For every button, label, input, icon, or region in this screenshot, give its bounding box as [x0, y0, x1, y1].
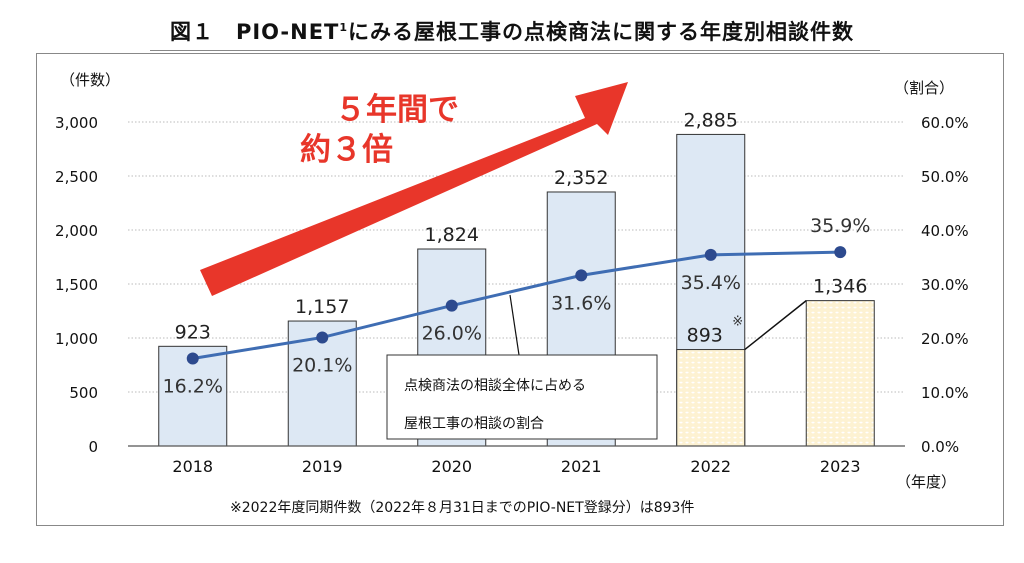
data-labels: 923 1,157 1,824 2,352 2,885 1,346 893 ※ 16.2% 20.… [163, 109, 871, 397]
ratio-value-label: 31.6% [551, 292, 611, 314]
chart-frame [36, 53, 1004, 526]
bar [805, 300, 875, 447]
ratio-marker [445, 299, 458, 312]
bar-value-label: 1,346 [813, 276, 867, 298]
chart-title: 図１ PIO-NET1にみる屋根工事の点検商法に関する年度別相談件数 [0, 16, 1024, 46]
bar-value-label: 2,885 [684, 109, 738, 131]
x-tick-label: 2019 [302, 457, 343, 476]
y-tick-label: 500 [69, 384, 98, 402]
x-tick-label: 2018 [172, 457, 213, 476]
ratio-marker [834, 246, 847, 259]
ratio-value-label: 16.2% [163, 376, 223, 398]
y2-tick-label: 50.0% [921, 168, 969, 186]
ratio-value-label: 26.0% [422, 323, 482, 345]
title-suffix: にみる屋根工事の点検商法に関する年度別相談件数 [348, 20, 855, 44]
annotation-line2: 約３倍 [300, 132, 393, 168]
ratio-marker [704, 248, 717, 261]
annotation-line1: ５年間で [335, 92, 459, 128]
connector-lines [744, 300, 807, 351]
partial-note-mark: ※ [732, 315, 743, 330]
bar-value-label: 923 [175, 321, 211, 343]
ratio-line-path [192, 250, 841, 361]
bar-partial [676, 349, 746, 447]
title-prefix: 図１ PIO-NET [169, 20, 340, 44]
ratio-value-label: 20.1% [292, 354, 352, 376]
title-superscript: 1 [339, 21, 349, 34]
bar-value-label: 2,352 [554, 167, 608, 189]
y-axis-right: 0.0% 10.0% 20.0% 30.0% 40.0% 50.0% 60.0% [921, 114, 969, 456]
callout-line2: 屋根工事の相談の割合 [404, 415, 544, 432]
arrow-shape [200, 82, 628, 296]
bar-value-label: 1,824 [425, 224, 479, 246]
callout-line1: 点検商法の相談全体に占める [404, 377, 586, 394]
y2-tick-label: 20.0% [921, 330, 969, 348]
ratio-marker [575, 269, 588, 282]
y-tick-label: 0 [88, 438, 98, 456]
y-tick-label: 3,000 [55, 114, 98, 132]
y2-tick-label: 30.0% [921, 276, 969, 294]
ratio-value-label: 35.4% [681, 272, 741, 294]
y-tick-label: 1,500 [55, 276, 98, 294]
y-tick-label: 1,000 [55, 330, 98, 348]
ratio-line [186, 246, 847, 365]
y-tick-label: 2,500 [55, 168, 98, 186]
title-underline [150, 50, 880, 51]
x-axis: 2018 2019 2020 2021 2022 2023 [128, 445, 905, 476]
y2-tick-label: 10.0% [921, 384, 969, 402]
y-axis-unit: （件数） [60, 71, 120, 89]
callout-leader [509, 294, 520, 356]
y2-axis-unit: （割合） [894, 79, 954, 97]
x-tick-label: 2021 [561, 457, 602, 476]
y-tick-label: 2,000 [55, 222, 98, 240]
partial-value-label: 893 [687, 325, 723, 347]
bar-value-label: 1,157 [295, 296, 349, 318]
y-axis-left: 0 500 1,000 1,500 2,000 2,500 3,000 [55, 114, 98, 456]
x-tick-label: 2020 [431, 457, 472, 476]
y2-tick-label: 40.0% [921, 222, 969, 240]
x-tick-label: 2022 [690, 457, 731, 476]
ratio-marker [186, 352, 199, 365]
y2-tick-label: 0.0% [921, 438, 959, 456]
ratio-marker [316, 331, 329, 344]
x-tick-label: 2023 [820, 457, 861, 476]
x-axis-unit: （年度） [896, 473, 956, 491]
y2-tick-label: 60.0% [921, 114, 969, 132]
callout-box [386, 354, 658, 440]
connector-line [744, 300, 807, 351]
footnote: ※2022年度同期件数（2022年８月31日までのPIO-NET登録分）は893… [230, 500, 694, 516]
growth-arrow [200, 82, 628, 296]
ratio-value-label: 35.9% [810, 215, 870, 237]
